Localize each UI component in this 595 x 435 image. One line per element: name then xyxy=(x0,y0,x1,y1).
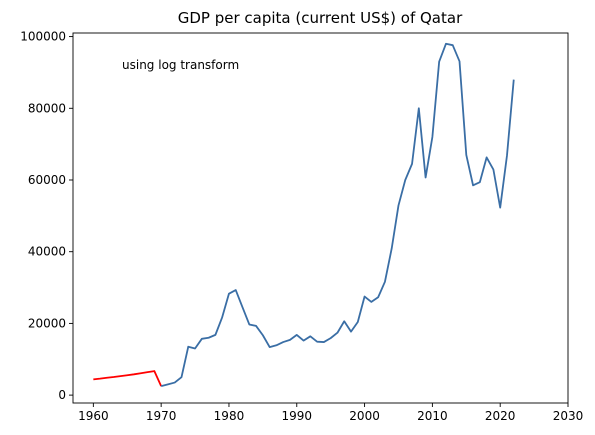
y-axis-ticks: 0 20000 40000 60000 80000 100000 xyxy=(20,30,73,402)
y-tick-label: 100000 xyxy=(20,30,66,44)
y-tick-label: 20000 xyxy=(28,316,66,330)
x-tick-label: 1960 xyxy=(78,409,109,423)
y-tick-label: 80000 xyxy=(28,101,66,115)
series-line-0 xyxy=(93,370,162,387)
x-tick-label: 2010 xyxy=(417,409,448,423)
x-tick-label: 1990 xyxy=(281,409,312,423)
x-tick-label: 2020 xyxy=(485,409,516,423)
chart-annotation: using log transform xyxy=(122,58,239,72)
x-tick-label: 1980 xyxy=(214,409,245,423)
series-layer xyxy=(93,42,515,388)
y-tick-label: 40000 xyxy=(28,245,66,259)
x-tick-label: 1970 xyxy=(146,409,177,423)
plot-frame xyxy=(72,32,569,404)
x-axis-ticks: 1960 1970 1980 1990 2000 2010 2020 2030 xyxy=(78,403,583,423)
y-tick-label: 0 xyxy=(58,388,66,402)
x-tick-label: 2030 xyxy=(553,409,584,423)
chart-title: GDP per capita (current US$) of Qatar xyxy=(178,9,463,27)
x-tick-label: 2000 xyxy=(349,409,380,423)
series-line-1 xyxy=(160,42,515,388)
plot-area: 1960 1970 1980 1990 2000 2010 2020 2030 0 20000 4… xyxy=(20,30,583,423)
y-tick-label: 60000 xyxy=(28,173,66,187)
